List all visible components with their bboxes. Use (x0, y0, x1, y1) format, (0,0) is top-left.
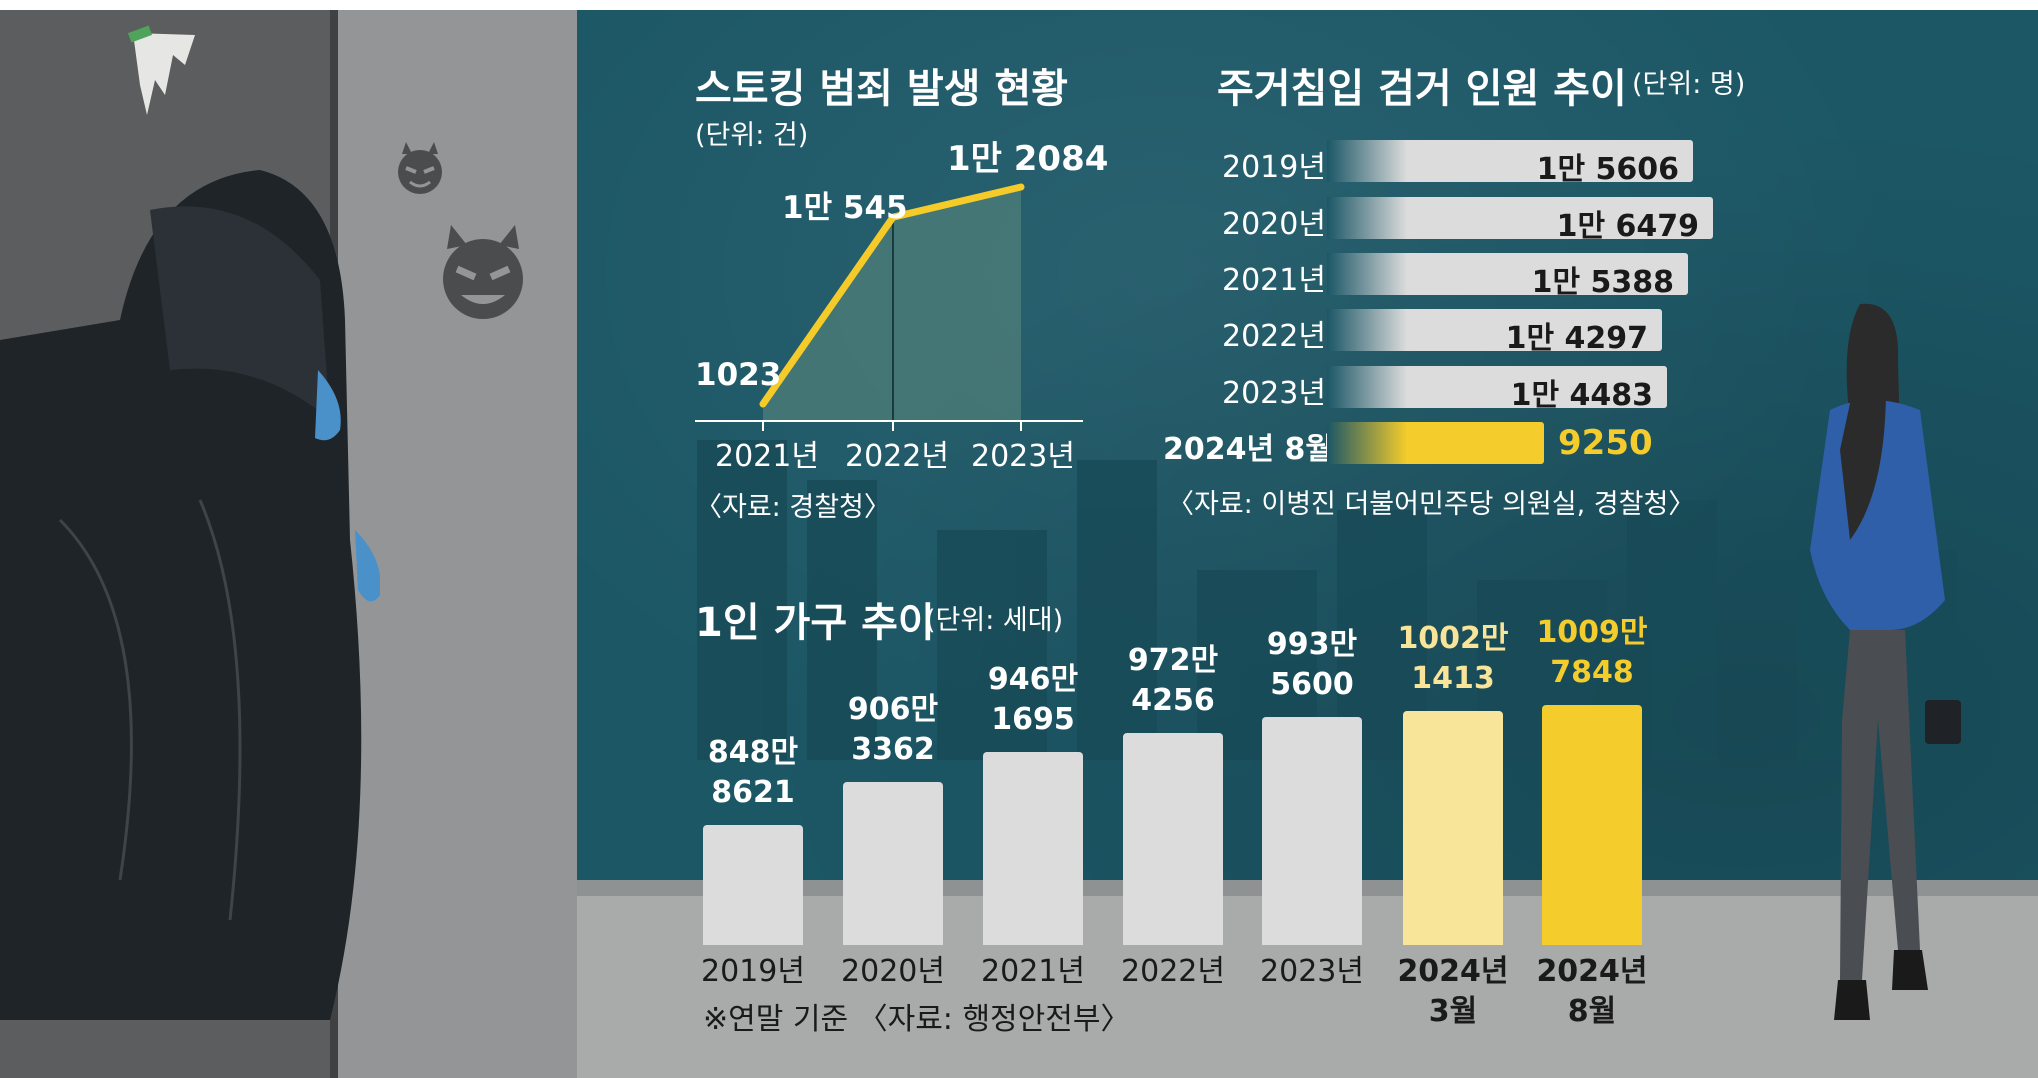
data-label: 1002만 1413 (1397, 621, 1509, 696)
x-tick-label: 2023년 (971, 439, 1075, 474)
category-label: 2021년 (981, 954, 1085, 989)
city-silhouette (697, 440, 1957, 760)
category-label: 2020년 (1222, 207, 1326, 242)
bar (1542, 705, 1642, 945)
data-label: 972만 4256 (1127, 643, 1219, 718)
data-label: 993만 5600 (1266, 627, 1358, 702)
category-label: 2019년 (1222, 150, 1326, 185)
data-label: 1만 5388 (1531, 265, 1674, 300)
category-label: 2021년 (1222, 263, 1326, 298)
bar (1327, 140, 1693, 182)
bar (983, 752, 1083, 945)
intrusion-unit: (단위: 명) (1632, 69, 1746, 100)
bar (703, 825, 803, 945)
devil-icon (443, 225, 523, 319)
x-tick-label: 2021년 (715, 439, 819, 474)
category-label: 2024년 8월 (1536, 954, 1648, 1029)
data-label: 1만 4297 (1505, 321, 1648, 356)
intrusion-title: 주거침입 검거 인원 추이 (1217, 66, 1627, 112)
category-label: 2024년 8월 (1163, 432, 1334, 467)
households-title: 1인 가구 추이 (695, 600, 935, 646)
category-label: 2023년 (1260, 954, 1364, 989)
category-label: 2022년 (1121, 954, 1225, 989)
households-unit: (단위: 세대) (925, 605, 1064, 636)
data-label: 1만 5606 (1536, 152, 1679, 187)
bar (1403, 711, 1503, 945)
households-footnote: ※연말 기준 〈자료: 행정안전부〉 (703, 1002, 1131, 1037)
data-label: 906만 3362 (847, 692, 939, 767)
data-label: 1만 6479 (1556, 209, 1699, 244)
bar (843, 782, 943, 945)
bar (1327, 197, 1713, 239)
left-wall-light (335, 10, 577, 1078)
data-label: 1만 4483 (1510, 378, 1653, 413)
bar (1327, 253, 1688, 295)
data-label: 1만 2084 (947, 139, 1109, 179)
x-tick-label: 2022년 (845, 439, 949, 474)
data-label: 1023 (695, 357, 782, 393)
data-label: 946만 1695 (987, 662, 1079, 737)
bar (1327, 422, 1544, 464)
data-label: 848만 8621 (707, 735, 799, 810)
stalking-title: 스토킹 범죄 발생 현황 (695, 66, 1068, 112)
data-label: 1009만 7848 (1536, 615, 1648, 690)
category-label: 2024년 3월 (1397, 954, 1509, 1029)
hooded-figure (0, 170, 380, 1020)
bar (1123, 733, 1223, 945)
devil-icon (398, 142, 442, 194)
intrusion-source: 〈자료: 이병진 더불어민주당 의원실, 경찰청〉 (1167, 489, 1696, 520)
torn-paper (127, 25, 195, 115)
category-label: 2020년 (841, 954, 945, 989)
stalking-unit: (단위: 건) (695, 120, 809, 151)
category-label: 2023년 (1222, 376, 1326, 411)
stalking-source: 〈자료: 경찰청〉 (695, 492, 891, 523)
data-label: 9250 (1558, 423, 1653, 463)
category-label: 2022년 (1222, 319, 1326, 354)
data-label: 1만 545 (782, 190, 908, 226)
stalking-line-chart (695, 183, 1083, 431)
bar (1327, 366, 1667, 408)
bar (1327, 309, 1662, 351)
series-line (759, 183, 1025, 408)
woman-figure (1810, 303, 1961, 1020)
category-label: 2019년 (701, 954, 805, 989)
bar (1262, 717, 1362, 945)
